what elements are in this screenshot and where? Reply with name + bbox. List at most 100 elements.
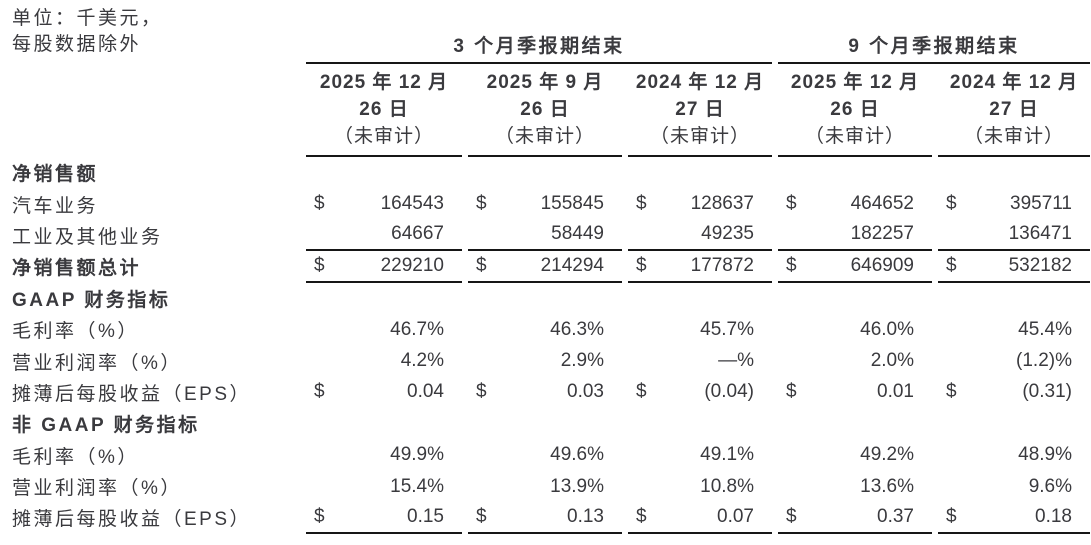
dollar-sign: $ [636,381,647,403]
row-label: 摊薄后每股收益（EPS） [12,383,252,405]
value-cell: 136471 [938,220,1090,252]
value-cell: 9.6% [938,471,1090,502]
value-cell: 49.6% [468,440,622,471]
value-cell: $532182 [938,251,1090,283]
table-body: 净销售额 汽车业务 $164543 $155845 $128637 $464652 $395… [12,157,1091,534]
section-label: GAAP 财务指标 [12,289,171,311]
column-header-3: 2024 年 12 月 27 日 （未审计） [628,67,772,157]
column-date: 26 日 [830,99,880,120]
value-cell: $0.18 [938,502,1090,534]
row-label: 毛利率（%） [12,446,139,468]
cell-value: 49235 [701,223,754,245]
row-label: 净销售额总计 [12,258,142,280]
row-label: 营业利润率（%） [12,352,182,374]
value-cell: $ (0.04) [628,377,772,408]
cell-value: 58449 [551,223,604,245]
table-row: 营业利润率（%） 4.2% 2.9% —% 2.0% (1.2)% [12,345,1091,376]
value-cell: $646909 [778,251,932,283]
column-group-9month: 9 个月季报期结束 [778,31,1090,64]
value-cell: $229210 [306,251,462,283]
cell-value: 9.6% [1028,475,1072,497]
column-date: 27 日 [675,99,725,120]
column-date: 26 日 [520,99,570,120]
value-cell: 49.1% [628,440,772,471]
table-row: 汽车业务 $164543 $155845 $128637 $464652 $395711 [12,188,1091,219]
value-cell: $0.13 [468,502,622,534]
table-row: 毛利率（%） 46.7% 46.3% 45.7% 46.0% 45.4% [12,314,1091,345]
table-row: 非 GAAP 财务指标 [12,408,1091,439]
unit-note-line2: 每股数据除外 [12,34,142,55]
cell-value: 155845 [540,193,604,215]
dollar-sign: $ [476,381,487,403]
cell-value: 64667 [391,223,444,245]
value-cell: 4.2% [306,345,462,376]
column-date: 2024 年 12 月 [635,72,765,93]
unit-note-line1: 单位：千美元， [12,8,163,29]
value-cell: 58449 [468,220,622,252]
cell-value: —% [718,350,754,372]
dollar-sign: $ [946,193,957,215]
value-cell: $0.07 [628,502,772,534]
cell-value: 229210 [380,254,444,276]
value-cell: —% [628,345,772,376]
cell-value: 0.01 [877,381,914,403]
cell-value: 49.1% [700,444,754,466]
table-row: 摊薄后每股收益（EPS） $0.04 $0.03 $ (0.04) $0.01 $ (0.31… [12,377,1091,408]
value-cell: 49.2% [778,440,932,471]
cell-value: 0.03 [567,381,604,403]
value-cell: $0.01 [778,377,932,408]
value-cell: 64667 [306,220,462,252]
cell-value: 13.9% [550,475,604,497]
cell-value: 13.6% [860,475,914,497]
cell-value: (1.2)% [1016,350,1072,372]
financial-results-table: 单位：千美元， 每股数据除外 3 个月季报期结束 9 个月季报期结束 2025 … [12,8,1091,534]
dollar-sign: $ [946,254,957,276]
value-cell: 15.4% [306,471,462,502]
value-cell: 2.9% [468,345,622,376]
column-unaudited: （未审计） [649,126,750,147]
cell-value: 15.4% [390,475,444,497]
column-date: 2025 年 9 月 [486,72,604,93]
dollar-sign: $ [946,505,957,527]
cell-value: 214294 [540,254,604,276]
dollar-sign: $ [314,505,325,527]
row-label: 摊薄后每股收益（EPS） [12,509,252,531]
value-cell: $0.03 [468,377,622,408]
column-group-3month: 3 个月季报期结束 [306,31,772,64]
value-cell: 182257 [778,220,932,252]
dollar-sign: $ [946,381,957,403]
section-label: 非 GAAP 财务指标 [12,415,200,437]
value-cell: 13.9% [468,471,622,502]
table-row: 净销售额 [12,157,1091,188]
value-cell: 13.6% [778,471,932,502]
section-label: 净销售额 [12,164,99,186]
dollar-sign: $ [636,254,647,276]
cell-value: 177872 [690,254,754,276]
cell-value: 2.9% [560,350,604,372]
value-cell: $0.37 [778,502,932,534]
table-row: 毛利率（%） 49.9% 49.6% 49.1% 49.2% 48.9% [12,440,1091,471]
cell-value: 0.04 [407,381,444,403]
column-date: 2025 年 12 月 [319,72,449,93]
column-unaudited: （未审计） [333,126,434,147]
dollar-sign: $ [786,505,797,527]
value-cell: 48.9% [938,440,1090,471]
cell-value: 49.6% [550,444,604,466]
column-date: 26 日 [359,99,409,120]
column-date: 2025 年 12 月 [790,72,920,93]
cell-value: 49.9% [390,444,444,466]
dollar-sign: $ [786,193,797,215]
cell-value: (0.04) [704,381,754,403]
cell-value: 182257 [850,223,914,245]
cell-value: 136471 [1008,223,1072,245]
cell-value: 164543 [380,193,444,215]
cell-value: 10.8% [700,475,754,497]
cell-value: 0.37 [877,505,914,527]
cell-value: 395711 [1010,193,1072,215]
column-header-spacer [12,67,300,157]
cell-value: 0.13 [567,505,604,527]
cell-value: 46.3% [550,318,604,340]
table-row: 营业利润率（%） 15.4% 13.9% 10.8% 13.6% 9.6% [12,471,1091,502]
cell-value: 46.0% [860,318,914,340]
column-header-2: 2025 年 9 月 26 日 （未审计） [468,67,622,157]
